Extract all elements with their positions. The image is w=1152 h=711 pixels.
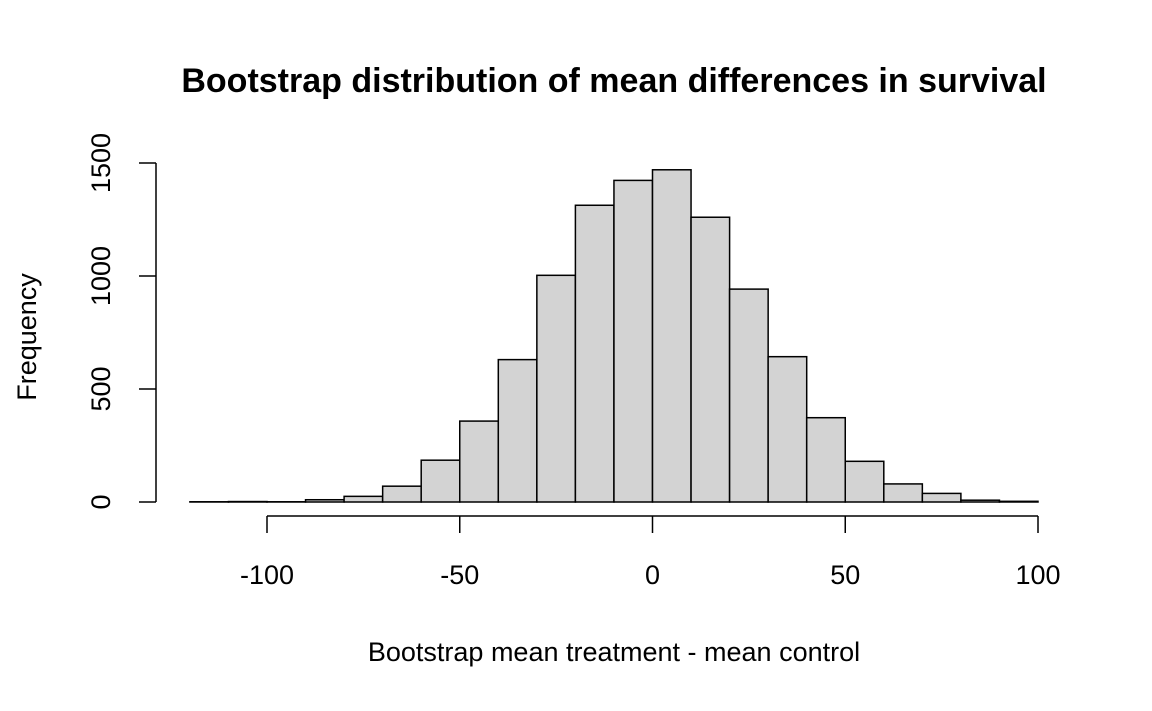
histogram-bar	[960, 499, 1001, 503]
histogram-bar	[844, 460, 885, 503]
histogram-bar	[343, 495, 384, 503]
bars-group	[189, 169, 1039, 503]
histogram-bar	[767, 355, 808, 503]
y-tick-label: 1500	[86, 133, 116, 193]
histogram-bar	[690, 216, 731, 503]
histogram-bar	[304, 498, 345, 503]
x-tick-label: 50	[830, 560, 860, 590]
x-tick-label: -100	[240, 560, 294, 590]
y-tick-label: 0	[86, 494, 116, 509]
y-tick-label: 500	[86, 366, 116, 411]
histogram-bar	[613, 179, 654, 503]
histogram-bar	[536, 274, 577, 503]
histogram-bar	[998, 500, 1039, 503]
y-axis-label: Frequency	[12, 273, 42, 401]
histogram-bar	[381, 485, 422, 503]
histogram-bar	[805, 416, 847, 503]
x-tick-label: 100	[1015, 560, 1060, 590]
histogram-bar	[728, 288, 769, 503]
histogram-bar	[459, 420, 500, 503]
y-axis: 0 500 1000 1500	[86, 133, 157, 510]
histogram-bar	[921, 492, 962, 503]
x-axis-label: Bootstrap mean treatment - mean control	[368, 637, 860, 667]
x-tick-label: 0	[645, 560, 660, 590]
y-tick-label: 1000	[86, 246, 116, 306]
histogram-bar	[883, 483, 924, 503]
histogram-bar	[497, 358, 538, 503]
histogram-bar	[651, 169, 692, 503]
histogram-bar	[420, 459, 461, 503]
x-axis: -100 -50 0 50 100	[240, 515, 1061, 590]
histogram-bar	[574, 204, 615, 503]
x-tick-label: -50	[440, 560, 479, 590]
chart-title: Bootstrap distribution of mean differenc…	[181, 62, 1046, 100]
